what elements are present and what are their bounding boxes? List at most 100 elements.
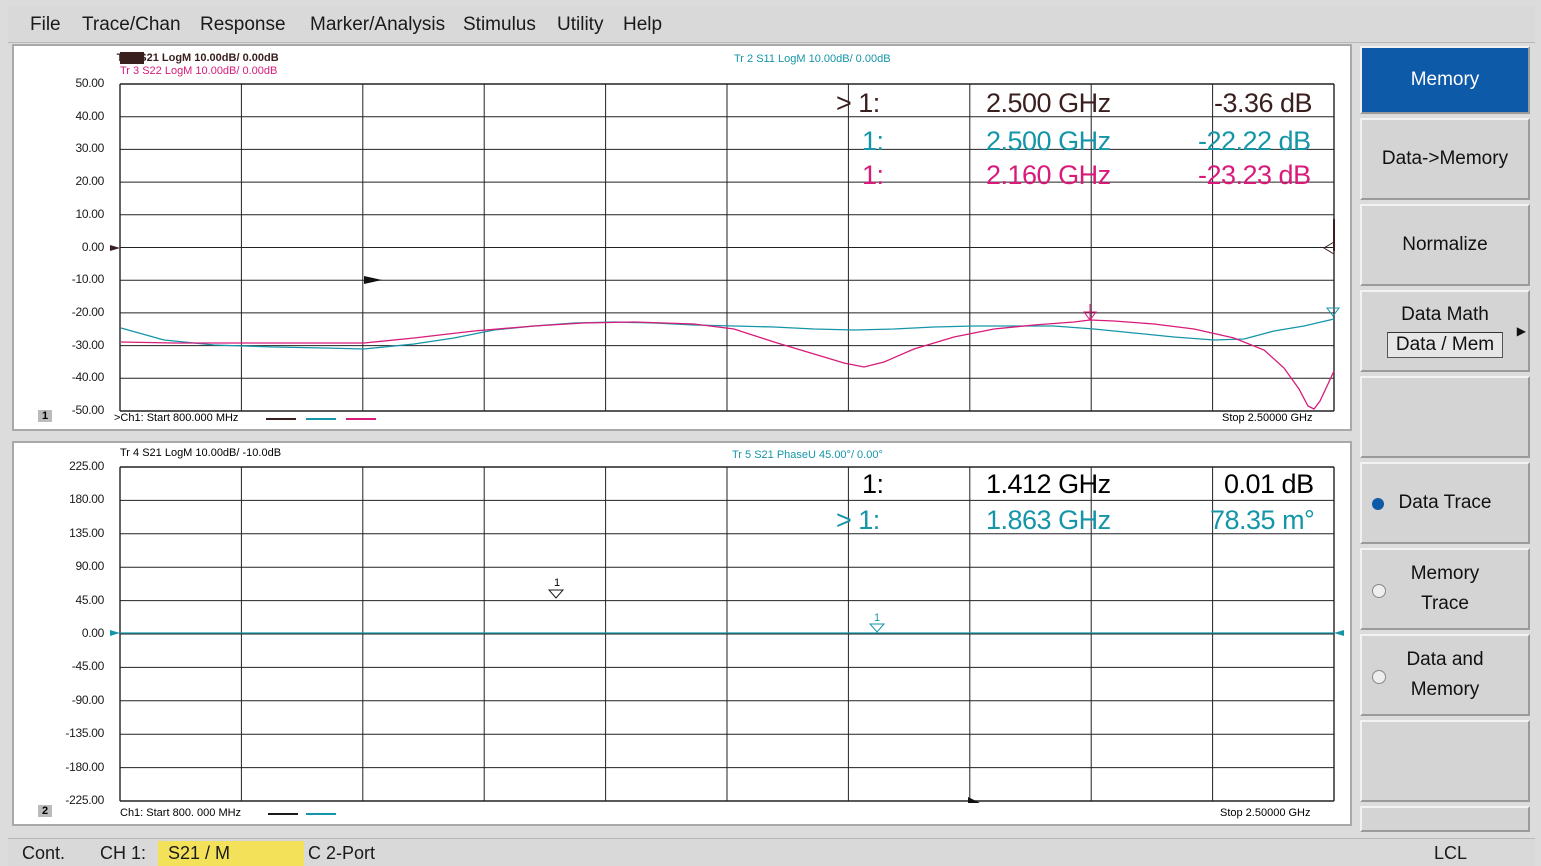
y-tick-label: -90.00 (71, 692, 105, 707)
y-tick-label: -50.00 (71, 403, 105, 417)
trace-label-tr4[interactable]: Tr 4 S21 LogM 10.00dB/ -10.0dB (120, 447, 282, 459)
marker-readout-s22-value: -23.23 dB (1198, 160, 1311, 190)
marker-readout-s22-id: 1: (862, 160, 884, 190)
trace-legend-2 (268, 813, 336, 815)
softkey-data-math-label: Data Math (1401, 304, 1489, 325)
y-tick-label: 225.00 (69, 459, 104, 473)
softkey-memory-header[interactable]: Memory (1360, 46, 1530, 114)
y-tick-label: -135.00 (65, 726, 104, 741)
grid-1 (119, 83, 1335, 412)
status-measurement[interactable]: S21 / M (158, 841, 304, 866)
status-remote[interactable]: LCL (1434, 843, 1468, 863)
y-tick-label: -225.00 (65, 793, 104, 807)
marker-arrow-s21-logm (968, 797, 980, 803)
status-calibration[interactable]: C 2-Port (308, 843, 376, 863)
marker-readout-logm-freq: 1.412 GHz (986, 469, 1111, 499)
marker-flag-phase-label: 1 (874, 612, 880, 624)
marker-readout-s21-value: -3.36 dB (1214, 88, 1313, 118)
marker-readout-phase-id: > 1: (836, 505, 880, 535)
window-number-2[interactable]: 2 (38, 805, 53, 817)
reference-arrow-left (110, 245, 120, 251)
y-tick-label: 20.00 (75, 174, 104, 189)
stop-frequency-1[interactable]: Stop 2.50000 GHz (1222, 412, 1313, 424)
marker-readout-s22-freq: 2.160 GHz (986, 160, 1111, 190)
measurement-window-1[interactable]: Tr 1 Tr 1 S21 LogM 10.00dB/ 0.00dB Tr 3 … (12, 44, 1352, 431)
marker-readout-phase-freq: 1.863 GHz (986, 505, 1111, 535)
marker-readout-s21-freq: 2.500 GHz (986, 88, 1111, 118)
marker-readout-logm-value: 0.01 dB (1224, 469, 1314, 499)
trace-label-tr5[interactable]: Tr 5 S21 PhaseU 45.00°/ 0.00° (732, 449, 883, 461)
plot-area-1[interactable] (14, 46, 1350, 429)
radio-selected-icon (1372, 498, 1384, 510)
menu-file[interactable]: File (30, 14, 61, 35)
y-tick-label: -180.00 (65, 759, 104, 774)
softkey-data-to-memory[interactable]: Data->Memory (1360, 118, 1530, 200)
softkey-panel: Memory Data->Memory Normalize Data Math … (1356, 44, 1536, 834)
trace-label-tr1-text: Tr 1 S21 LogM 10.00dB/ 0.00dB (116, 52, 279, 64)
y-tick-label: 135.00 (69, 525, 104, 540)
y-tick-label: -45.00 (71, 659, 105, 674)
y-tick-label: -20.00 (71, 304, 105, 319)
menu-bar: File Trace/Chan Response Marker/Analysis… (8, 6, 1535, 43)
submenu-arrow-icon: ▶ (1516, 324, 1526, 338)
softkey-data-trace[interactable]: Data Trace (1360, 462, 1530, 544)
softkey-memory-trace[interactable]: Memory Trace (1360, 548, 1530, 630)
trace-label-tr2[interactable]: Tr 2 S11 LogM 10.00dB/ 0.00dB (734, 53, 891, 65)
y-tick-label: 0.00 (81, 239, 104, 254)
trace-s11 (120, 318, 1335, 350)
stop-frequency-2[interactable]: Stop 2.50000 GHz (1220, 807, 1311, 819)
softkey-memory-trace-label-1: Memory (1410, 563, 1480, 584)
softkey-data-math-value: Data / Mem (1386, 332, 1504, 358)
menu-marker-analysis[interactable]: Marker/Analysis (310, 14, 446, 35)
menu-response[interactable]: Response (200, 14, 286, 35)
menu-help[interactable]: Help (623, 14, 663, 35)
status-sweep-mode[interactable]: Cont. (22, 843, 66, 863)
softkey-data-and-memory-label-2: Memory (1410, 679, 1480, 700)
trace-label-tr1[interactable]: Tr 1 Tr 1 S21 LogM 10.00dB/ 0.00dB (116, 52, 279, 64)
marker-readout-s11-id: 1: (862, 126, 884, 156)
menu-utility[interactable]: Utility (557, 14, 604, 35)
marker-readout-s11-value: -22.22 dB (1198, 126, 1311, 156)
y-tick-label: 45.00 (75, 592, 104, 607)
trace-legend-1 (266, 418, 376, 420)
trace-label-tr3[interactable]: Tr 3 S22 LogM 10.00dB/ 0.00dB (120, 65, 278, 77)
softkey-memory-trace-label-2: Trace (1421, 593, 1469, 614)
y-tick-label: 30.00 (75, 141, 104, 156)
y-tick-label: 10.00 (75, 206, 104, 221)
start-frequency-1[interactable]: >Ch1: Start 800.000 MHz (114, 412, 239, 424)
marker-flag-phase (868, 623, 886, 633)
plot-area-2[interactable]: 1 1 (14, 443, 1350, 824)
window-number-1[interactable]: 1 (38, 410, 53, 422)
status-channel[interactable]: CH 1: (100, 843, 147, 863)
y-tick-label: 0.00 (81, 626, 104, 640)
y-tick-label: -10.00 (71, 272, 105, 287)
y-tick-label: -40.00 (71, 370, 105, 385)
marker-flag-s21 (547, 589, 565, 599)
marker-arrow-s21 (364, 276, 382, 284)
marker-s22-flag (1083, 311, 1097, 321)
marker-s11-flag (1326, 307, 1340, 317)
softkey-data-and-memory-label-1: Data and (1406, 649, 1484, 670)
softkey-data-math[interactable]: Data Math Data / Mem ▶ (1360, 290, 1530, 372)
status-bar: Cont. CH 1: S21 / M C 2-Port LCL (8, 838, 1535, 866)
measurement-window-2[interactable]: Tr 4 S21 LogM 10.00dB/ -10.0dB Tr 5 S21 … (12, 441, 1352, 826)
y-tick-label: -30.00 (71, 337, 105, 352)
marker-flag-s21-label: 1 (554, 577, 560, 589)
softkey-data-and-memory[interactable]: Data and Memory (1360, 634, 1530, 716)
radio-unselected-icon (1372, 584, 1386, 598)
y-tick-label: 180.00 (69, 492, 104, 507)
softkey-blank-1[interactable] (1360, 376, 1530, 458)
menu-stimulus[interactable]: Stimulus (463, 14, 536, 35)
softkey-normalize[interactable]: Normalize (1360, 204, 1530, 286)
marker-readout-s21-id: > 1: (836, 88, 880, 118)
softkey-blank-3[interactable] (1360, 806, 1530, 832)
softkey-data-trace-label: Data Trace (1398, 492, 1492, 513)
y-tick-label: 90.00 (75, 559, 104, 574)
start-frequency-2[interactable]: Ch1: Start 800. 000 MHz (120, 807, 242, 819)
marker-readout-s11-freq: 2.500 GHz (986, 126, 1111, 156)
reference-arrow-right-2 (1334, 630, 1344, 636)
radio-unselected-icon (1372, 670, 1386, 684)
y-tick-label: 40.00 (75, 108, 104, 123)
softkey-blank-2[interactable] (1360, 720, 1530, 802)
menu-trace-chan[interactable]: Trace/Chan (82, 14, 181, 35)
